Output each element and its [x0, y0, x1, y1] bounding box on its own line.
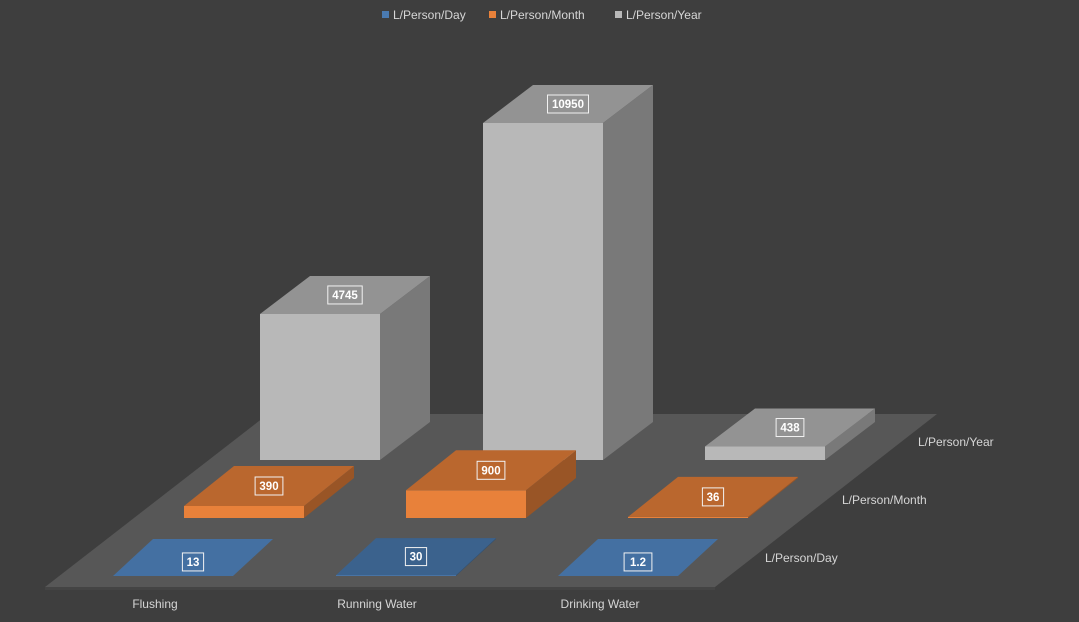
bar-l-person-month-running-water: 900	[406, 450, 576, 518]
bar-top	[628, 476, 798, 517]
series-axis-label-l-person-year: L/Person/Year	[918, 435, 994, 449]
legend-label-l-person-day: L/Person/Day	[393, 8, 466, 22]
bar-top	[113, 539, 273, 576]
bar-l-person-day-drinking-water: 1.2	[558, 539, 718, 576]
bar-top	[406, 450, 576, 491]
bar-l-person-day-flushing: 13	[113, 539, 273, 576]
bar-front	[483, 123, 603, 460]
data-label-box	[547, 94, 589, 114]
bar-l-person-year-flushing: 4745	[260, 275, 430, 460]
bar-l-person-month-flushing: 390	[184, 465, 354, 518]
legend-label-l-person-month: L/Person/Month	[500, 8, 585, 22]
data-label-box	[701, 487, 725, 507]
bar-side	[380, 275, 430, 460]
bar-top	[558, 539, 718, 576]
bar-top	[483, 85, 653, 123]
data-label: 10950	[552, 99, 584, 111]
legend-swatch-l-person-month	[489, 11, 496, 18]
legend-swatch-l-person-day	[382, 11, 389, 18]
bar-top	[184, 465, 354, 506]
bar-side	[825, 408, 875, 460]
bar-side	[603, 85, 653, 460]
bars-group: 4745 10950 438 390 900 36 13 30 1.2	[113, 85, 875, 576]
series-axis-label-l-person-month: L/Person/Month	[842, 493, 927, 507]
category-axis-labels: Flushing Running Water Drinking Water	[132, 597, 639, 611]
data-label: 900	[481, 465, 500, 477]
bar-l-person-year-drinking-water: 438	[705, 408, 875, 460]
data-label: 390	[259, 481, 278, 493]
data-label: 1.2	[630, 557, 646, 569]
bar-front	[260, 313, 380, 460]
data-label: 13	[187, 557, 200, 569]
legend-swatch-l-person-year	[615, 11, 622, 18]
bar-top	[336, 538, 496, 576]
data-label: 438	[780, 423, 800, 435]
bar-l-person-day-running-water: 30	[336, 538, 496, 576]
legend-label-l-person-year: L/Person/Year	[626, 8, 702, 22]
bar-side	[748, 476, 798, 518]
data-label-box	[181, 552, 205, 572]
data-label: 4745	[332, 290, 358, 302]
category-label-drinking-water: Drinking Water	[561, 597, 640, 611]
data-label-box	[623, 552, 653, 572]
bar-front	[184, 505, 304, 518]
series-axis-label-l-person-day: L/Person/Day	[765, 551, 838, 565]
bar-front	[336, 575, 456, 576]
category-label-running-water: Running Water	[337, 597, 417, 611]
data-label-box	[254, 476, 284, 496]
data-label-box	[327, 285, 363, 305]
bar-side	[456, 538, 496, 576]
bar-top	[705, 408, 875, 447]
bar-top	[260, 275, 430, 314]
data-label: 36	[707, 492, 720, 504]
category-label-flushing: Flushing	[132, 597, 177, 611]
bar-front	[406, 490, 526, 518]
data-label-box	[476, 460, 506, 480]
bar-side	[304, 465, 354, 518]
series-depth-labels: L/Person/Day L/Person/Month L/Person/Year	[765, 435, 994, 565]
chart-floor-edge	[45, 587, 715, 590]
data-label-box	[775, 418, 805, 438]
legend: L/Person/Day L/Person/Month L/Person/Year	[382, 8, 702, 22]
data-label-box	[404, 547, 428, 567]
bar-front	[705, 446, 825, 460]
data-label: 30	[410, 552, 423, 564]
bar-front	[628, 516, 748, 518]
bar-l-person-year-running-water: 10950	[483, 85, 653, 460]
bar-l-person-month-drinking-water: 36	[628, 476, 798, 518]
bar-side	[526, 450, 576, 518]
